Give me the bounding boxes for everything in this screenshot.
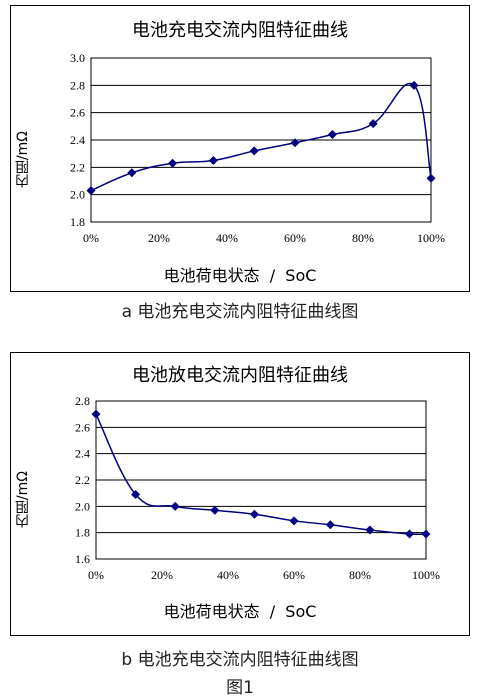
chart-b-data-point [91, 409, 101, 419]
chart-a-ylabel: 内阻/mΩ [15, 131, 31, 189]
chart-b-plot-border [95, 400, 427, 560]
chart-a: 电池充电交流内阻特征曲线 1.8 2.0 2.2 2.4 2.6 2.8 3.0 0% 20% 4… [10, 5, 470, 292]
chart-b-data-point [131, 489, 141, 499]
chart-b-xtick-label: 80% [349, 568, 371, 582]
chart-b-data-point [405, 529, 414, 539]
chart-b-series-line [95, 413, 427, 536]
chart-a-xtick-label: 100% [417, 231, 445, 245]
chart-a-plot: 1.8 2.0 2.2 2.4 2.6 2.8 3.0 0% 20% 40% 60% 80% 100% [70, 51, 445, 245]
chart-b-data-point [365, 525, 375, 535]
chart-a-data-point [168, 158, 178, 168]
chart-b-ytick-label: 2.0 [75, 499, 90, 513]
chart-b-ytick-label: 2.8 [75, 394, 90, 408]
chart-a-data-point [290, 138, 300, 148]
chart-b-xtick-label: 20% [151, 568, 173, 582]
chart-a-data-point [86, 186, 96, 196]
chart-a-xlabel: 电池荷电状态 / SoC [163, 266, 317, 285]
chart-a-data-point [327, 130, 337, 140]
chart-b-xtick-label: 60% [283, 568, 305, 582]
chart-a-ytick-label: 2.2 [70, 160, 85, 174]
chart-a-data-point [208, 156, 218, 165]
chart-b-ytick-label: 2.2 [75, 473, 90, 487]
chart-a-xtick-label: 40% [216, 231, 238, 245]
chart-a-ytick-label: 1.8 [70, 215, 85, 229]
chart-b-data-point [210, 505, 220, 515]
chart-b-data-point [170, 501, 180, 511]
chart-a-data-point [426, 173, 436, 183]
chart-b-plot: 1.6 1.8 2.0 2.2 2.4 2.6 2.8 0% 20% 40% 60% 80% 100% [75, 394, 440, 582]
chart-b-title: 电池放电交流内阻特征曲线 [132, 365, 348, 386]
chart-b: 电池放电交流内阻特征曲线 1.6 1.8 2.0 2.2 2.4 2.6 2.8 0% 20% 4… [10, 352, 470, 636]
chart-a-plot-border [90, 57, 432, 223]
chart-b-ytick-label: 2.4 [75, 447, 90, 461]
chart-a-ytick-label: 2.4 [70, 133, 85, 147]
figure-label: 图1 [226, 678, 254, 698]
chart-b-data-point [249, 509, 259, 519]
chart-a-xtick-label: 0% [83, 231, 99, 245]
caption-a: a 电池充电交流内阻特征曲线图 [121, 302, 359, 322]
chart-a-title: 电池充电交流内阻特征曲线 [132, 20, 348, 41]
chart-a-ytick-label: 2.6 [70, 106, 85, 120]
chart-b-xtick-label: 100% [412, 568, 440, 582]
chart-b-xtick-label: 0% [88, 568, 104, 582]
chart-b-ytick-label: 2.6 [75, 420, 90, 434]
chart-b-ytick-label: 1.6 [75, 552, 90, 566]
chart-b-ytick-label: 1.8 [75, 526, 90, 540]
chart-a-ytick-label: 3.0 [70, 51, 85, 65]
chart-a-ytick-label: 2.0 [70, 188, 85, 202]
chart-b-data-point [421, 529, 431, 539]
caption-b: b 电池充电交流内阻特征曲线图 [121, 650, 359, 670]
chart-a-ytick-label: 2.8 [70, 78, 85, 92]
chart-a-series-line [90, 82, 432, 192]
chart-b-xtick-label: 40% [217, 568, 239, 582]
chart-a-xtick-label: 80% [352, 231, 374, 245]
chart-a-xtick-label: 60% [284, 231, 306, 245]
chart-a-data-point [249, 146, 259, 156]
chart-a-data-point [368, 119, 378, 129]
chart-a-data-point [409, 80, 419, 90]
chart-b-ylabel: 内阻/mΩ [15, 471, 31, 529]
chart-b-data-point [325, 520, 335, 530]
chart-a-xtick-label: 20% [148, 231, 170, 245]
chart-b-xlabel: 电池荷电状态 / SoC [163, 602, 317, 621]
chart-b-data-point [289, 516, 299, 526]
chart-a-data-point [127, 168, 137, 178]
